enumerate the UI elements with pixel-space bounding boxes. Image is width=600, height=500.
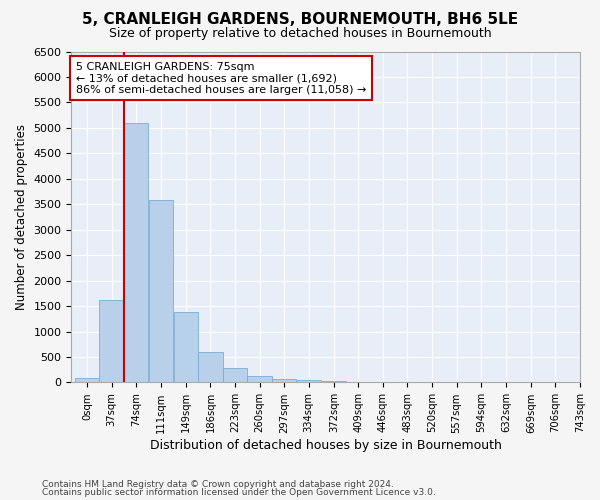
Bar <box>149 200 173 382</box>
Text: 5 CRANLEIGH GARDENS: 75sqm
← 13% of detached houses are smaller (1,692)
86% of s: 5 CRANLEIGH GARDENS: 75sqm ← 13% of deta… <box>76 62 367 95</box>
Bar <box>199 352 223 382</box>
Y-axis label: Number of detached properties: Number of detached properties <box>15 124 28 310</box>
Bar <box>296 380 321 382</box>
Bar <box>100 300 124 382</box>
Bar <box>272 378 296 382</box>
X-axis label: Distribution of detached houses by size in Bournemouth: Distribution of detached houses by size … <box>150 440 502 452</box>
Text: 5, CRANLEIGH GARDENS, BOURNEMOUTH, BH6 5LE: 5, CRANLEIGH GARDENS, BOURNEMOUTH, BH6 5… <box>82 12 518 28</box>
Bar <box>174 312 198 382</box>
Text: Size of property relative to detached houses in Bournemouth: Size of property relative to detached ho… <box>109 28 491 40</box>
Bar <box>223 368 247 382</box>
Bar <box>322 381 346 382</box>
Bar <box>247 376 272 382</box>
Text: Contains public sector information licensed under the Open Government Licence v3: Contains public sector information licen… <box>42 488 436 497</box>
Text: Contains HM Land Registry data © Crown copyright and database right 2024.: Contains HM Land Registry data © Crown c… <box>42 480 394 489</box>
Bar <box>75 378 99 382</box>
Bar <box>124 123 148 382</box>
